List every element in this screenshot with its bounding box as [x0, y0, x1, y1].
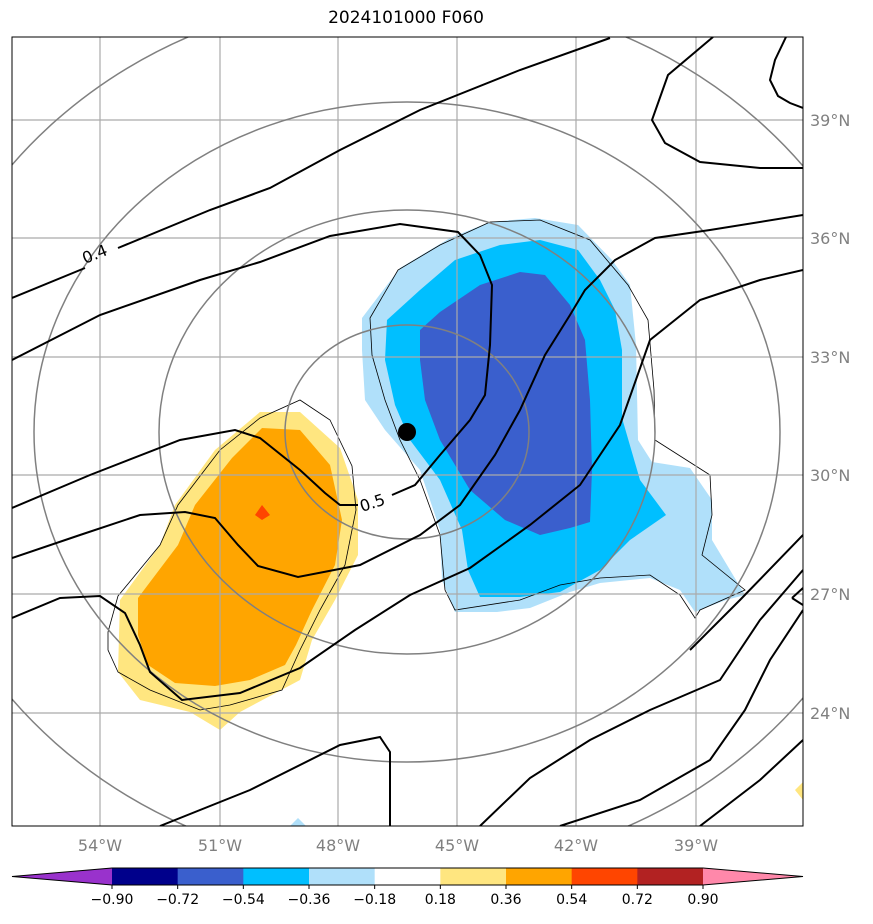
lat-tick: 36°N: [810, 229, 850, 248]
colorbar-segment: [637, 868, 704, 885]
lat-tick: 27°N: [810, 585, 850, 604]
lat-tick: 24°N: [810, 704, 850, 723]
colorbar-tick-label: 0.90: [687, 892, 718, 908]
colorbar-segment: [177, 868, 244, 885]
colorbar-extend-high: [703, 868, 803, 885]
lon-tick: 51°W: [198, 836, 242, 855]
colorbar: −0.90 −0.72 −0.54 −0.36 −0.18 0.18 0.36 0.54 0.7…: [11, 867, 804, 908]
lat-tick: 39°N: [810, 111, 850, 130]
colorbar-segment: [571, 868, 638, 885]
lat-tick: 33°N: [810, 348, 850, 367]
lon-tick: 54°W: [78, 836, 122, 855]
colorbar-tick-label: 0.72: [622, 892, 653, 908]
colorbar-tick-label: −0.72: [156, 892, 199, 908]
colorbar-segment: [506, 868, 573, 885]
lat-tick: 30°N: [810, 466, 850, 485]
storm-center-marker: [398, 423, 416, 441]
colorbar-tick-label: −0.18: [353, 892, 396, 908]
contour-label-0.5: 0.5: [357, 490, 387, 516]
latitude-labels: 39°N 36°N 33°N 30°N 27°N 24°N: [810, 111, 850, 723]
negative-anomaly-field: [290, 218, 803, 826]
lon-tick: 45°W: [435, 836, 479, 855]
positive-anomaly-field: [118, 412, 358, 730]
map-title: 2024101000 F060: [328, 8, 484, 28]
range-rings: [12, 37, 803, 826]
colorbar-tick-label: −0.36: [288, 892, 331, 908]
colorbar-tick-label: 0.36: [490, 892, 521, 908]
lon-tick: 48°W: [316, 836, 360, 855]
colorbar-segment: [112, 868, 179, 885]
colorbar-tick-label: 0.54: [556, 892, 587, 908]
longitude-labels: 54°W 51°W 48°W 45°W 42°W 39°W: [78, 836, 718, 855]
colorbar-segment: [309, 868, 376, 885]
colorbar-segment: [243, 868, 310, 885]
outline-contours: [107, 219, 746, 711]
colorbar-tick-label: 0.18: [425, 892, 456, 908]
colorbar-segment: [374, 868, 441, 885]
colorbar-segment: [440, 868, 507, 885]
black-contours: [12, 37, 803, 826]
map-frame: [11, 36, 804, 827]
lon-tick: 42°W: [554, 836, 598, 855]
colorbar-tick-label: −0.90: [91, 892, 134, 908]
contour-label-0.4: 0.4: [79, 241, 110, 268]
colorbar-tick-label: −0.54: [222, 892, 265, 908]
lon-tick: 39°W: [674, 836, 718, 855]
colorbar-extend-low: [12, 868, 112, 885]
map-panel: 0.4 0.5: [12, 37, 803, 826]
